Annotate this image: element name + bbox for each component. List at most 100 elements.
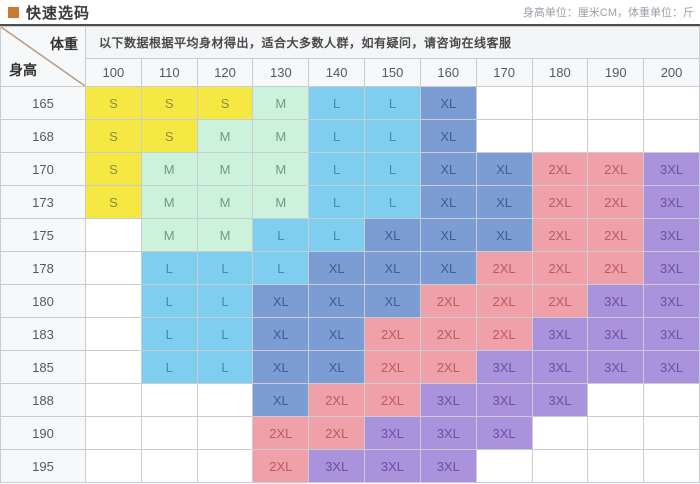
size-cell: 3XL bbox=[643, 251, 700, 285]
size-cell: S bbox=[196, 86, 254, 120]
height-row-header: 173 bbox=[0, 185, 86, 219]
size-cell: 3XL bbox=[419, 449, 477, 483]
size-cell: M bbox=[196, 119, 254, 153]
page-title: 快速选码 bbox=[26, 4, 91, 22]
size-cell: 2XL bbox=[419, 284, 477, 318]
size-chart-table: 体重 身高 以下数据根据平均身材得出，适合大多数人群，如有疑问，请咨询在线客服 … bbox=[0, 26, 700, 483]
size-cell: 3XL bbox=[587, 284, 645, 318]
size-cell: XL bbox=[252, 383, 310, 417]
size-cell: 2XL bbox=[419, 350, 477, 384]
weight-header-row: 100 110 120 130 140 150 160 170 180 190 200 bbox=[1, 58, 700, 87]
weight-col-header: 170 bbox=[475, 58, 533, 87]
size-cell: L bbox=[140, 317, 198, 351]
size-cell: 2XL bbox=[308, 416, 366, 450]
size-cell: 3XL bbox=[587, 350, 645, 384]
size-cell: 3XL bbox=[643, 284, 700, 318]
size-cell: 2XL bbox=[587, 185, 645, 219]
size-cell: XL bbox=[252, 350, 310, 384]
size-cell: 2XL bbox=[531, 218, 589, 252]
empty-cell bbox=[85, 416, 142, 450]
size-cell: 3XL bbox=[419, 416, 477, 450]
height-row-header: 188 bbox=[0, 383, 86, 417]
empty-cell bbox=[587, 86, 645, 120]
note-cell: 以下数据根据平均身材得出，适合大多数人群，如有疑问，请咨询在线客服 bbox=[85, 26, 700, 59]
height-row-header: 178 bbox=[0, 251, 86, 285]
empty-cell bbox=[643, 416, 700, 450]
size-cell: L bbox=[308, 86, 366, 120]
empty-cell bbox=[531, 119, 589, 153]
size-cell: 2XL bbox=[587, 218, 645, 252]
size-cell: L bbox=[196, 251, 254, 285]
height-row-header: 175 bbox=[0, 218, 86, 252]
empty-cell bbox=[85, 383, 142, 417]
table-row: 180 L L XL XL XL 2XL 2XL 2XL 3XL 3XL bbox=[0, 284, 700, 318]
size-cell: L bbox=[140, 251, 198, 285]
size-cell: 3XL bbox=[587, 317, 645, 351]
size-cell: 3XL bbox=[643, 317, 700, 351]
empty-cell bbox=[643, 119, 700, 153]
size-cell: 3XL bbox=[643, 152, 700, 186]
corner-cell: 体重 身高 bbox=[0, 26, 86, 87]
empty-cell bbox=[475, 119, 533, 153]
weight-col-header: 190 bbox=[587, 58, 645, 87]
table-row: 168 S S M M L L XL bbox=[0, 119, 700, 153]
weight-col-header: 130 bbox=[252, 58, 310, 87]
size-cell: 2XL bbox=[364, 383, 421, 417]
size-cell: XL bbox=[308, 350, 366, 384]
empty-cell bbox=[643, 449, 700, 483]
empty-cell bbox=[140, 416, 198, 450]
weight-col-header: 160 bbox=[419, 58, 477, 87]
weight-col-header: 180 bbox=[531, 58, 589, 87]
diagonal-divider-icon bbox=[1, 27, 85, 86]
weight-col-header: 100 bbox=[85, 58, 142, 87]
height-row-header: 183 bbox=[0, 317, 86, 351]
size-cell: 2XL bbox=[475, 251, 533, 285]
table-row: 170 S M M M L L XL XL 2XL 2XL 3XL bbox=[0, 152, 700, 186]
empty-cell bbox=[196, 383, 254, 417]
size-cell: M bbox=[252, 185, 310, 219]
size-cell: M bbox=[140, 185, 198, 219]
empty-cell bbox=[196, 416, 254, 450]
size-cell: L bbox=[196, 350, 254, 384]
size-cell: M bbox=[196, 185, 254, 219]
weight-col-header: 110 bbox=[140, 58, 198, 87]
size-cell: M bbox=[252, 86, 310, 120]
size-cell: S bbox=[140, 86, 198, 120]
size-cell: M bbox=[252, 152, 310, 186]
size-cell: 2XL bbox=[587, 251, 645, 285]
size-cell: 2XL bbox=[308, 383, 366, 417]
empty-cell bbox=[475, 449, 533, 483]
size-cell: 3XL bbox=[531, 317, 589, 351]
size-cell: L bbox=[308, 218, 366, 252]
empty-cell bbox=[85, 350, 142, 384]
table-row: 190 2XL 2XL 3XL 3XL 3XL bbox=[0, 416, 700, 450]
empty-cell bbox=[140, 449, 198, 483]
size-cell: M bbox=[252, 119, 310, 153]
orange-square-bullet-icon bbox=[8, 6, 19, 18]
size-cell: S bbox=[85, 86, 142, 120]
table-row: 195 2XL 3XL 3XL 3XL bbox=[0, 449, 700, 483]
empty-cell bbox=[643, 383, 700, 417]
corner-weight-label: 体重 bbox=[50, 36, 78, 52]
height-row-header: 165 bbox=[0, 86, 86, 120]
size-cell: XL bbox=[419, 251, 477, 285]
empty-cell bbox=[85, 251, 142, 285]
table-row: 165 S S S M L L XL bbox=[0, 86, 700, 120]
size-cell: 2XL bbox=[531, 185, 589, 219]
height-row-header: 190 bbox=[0, 416, 86, 450]
size-cell: M bbox=[140, 218, 198, 252]
size-cell: 2XL bbox=[531, 284, 589, 318]
empty-cell bbox=[85, 218, 142, 252]
size-cell: L bbox=[364, 86, 421, 120]
empty-cell bbox=[85, 317, 142, 351]
size-cell: 2XL bbox=[475, 284, 533, 318]
empty-cell bbox=[587, 383, 645, 417]
size-cell: L bbox=[252, 251, 310, 285]
size-cell: L bbox=[252, 218, 310, 252]
size-cell: L bbox=[308, 185, 366, 219]
weight-col-header: 120 bbox=[196, 58, 254, 87]
empty-cell bbox=[85, 449, 142, 483]
size-cell: XL bbox=[308, 317, 366, 351]
weight-col-header: 150 bbox=[364, 58, 421, 87]
empty-cell bbox=[531, 416, 589, 450]
